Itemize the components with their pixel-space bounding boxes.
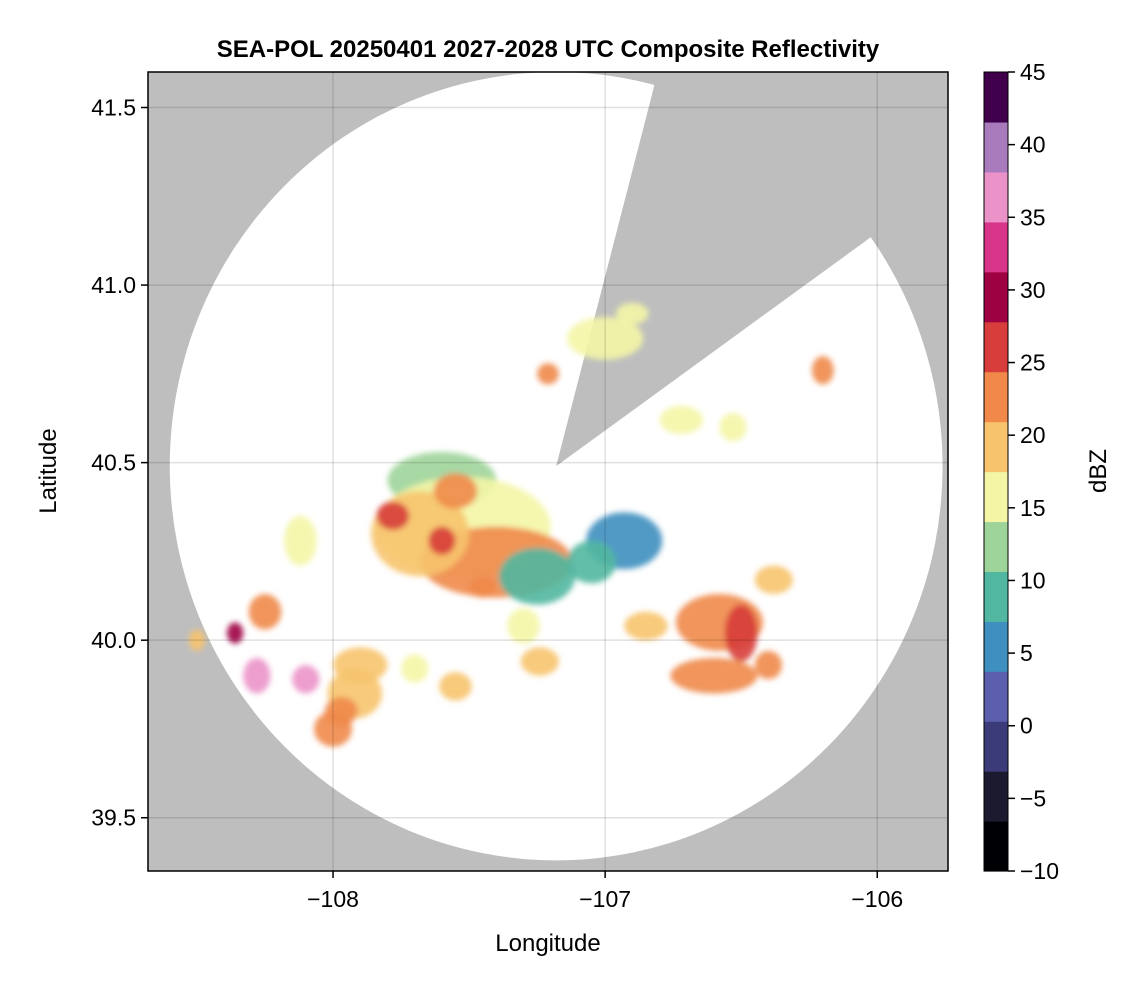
echo-cell-9 (507, 608, 540, 644)
colorbar-tick-label: 15 (1020, 495, 1046, 521)
echo-cell-7 (433, 473, 478, 509)
colorbar-segment-10 (984, 321, 1008, 373)
echo-cell-8 (376, 501, 410, 531)
echo-cell-27 (754, 650, 783, 680)
plot-frame (147, 71, 949, 872)
colorbar-segment-14 (984, 121, 1008, 173)
chart-title: SEA-POL 20250401 2027-2028 UTC Composite… (217, 36, 880, 63)
colorbar-tick-label: 30 (1020, 277, 1046, 303)
y-tick-label: 40.0 (91, 627, 136, 653)
x-tick-label: −107 (579, 886, 631, 912)
echo-cell-29 (811, 356, 834, 385)
y-tick-label: 41.5 (91, 95, 136, 121)
grid-lines (148, 72, 948, 871)
y-axis: 39.5 40.0 40.5 41.0 41.5 (91, 95, 148, 831)
echo-cell-25 (724, 604, 758, 662)
echo-cell-34 (537, 363, 559, 385)
colorbar-segment-15 (984, 72, 1008, 123)
echo-cell-22 (188, 629, 206, 651)
colorbar-tick-label: 40 (1020, 132, 1046, 158)
colorbar-segment-0 (984, 821, 1008, 872)
echo-cell-24 (670, 657, 758, 694)
colorbar-segment-1 (984, 771, 1008, 822)
plot-area (148, 72, 948, 871)
colorbar-tick-label: 0 (1020, 713, 1033, 739)
colorbar-tick-label: 10 (1020, 567, 1046, 593)
colorbar-tick-label: 25 (1020, 350, 1046, 376)
colorbar-segment-4 (984, 621, 1008, 672)
colorbar-tick-label: 35 (1020, 204, 1046, 230)
x-axis: −108 −107 −106 (307, 871, 903, 912)
echo-cell-18 (292, 665, 320, 694)
echo-cell-33 (719, 412, 747, 442)
y-axis-label: Latitude (35, 428, 62, 513)
colorbar-tick-label: 5 (1020, 640, 1033, 666)
colorbar-frame (983, 71, 1009, 872)
colorbar-ticks: −10 −5 0 5 10 15 20 25 30 35 40 45 (1008, 59, 1059, 884)
y-tick-label: 39.5 (91, 805, 136, 831)
echo-cell-35 (428, 526, 456, 555)
echo-cell-13 (324, 696, 358, 726)
echo-cell-28 (754, 565, 793, 595)
echo-cell-32 (659, 405, 704, 435)
x-tick-label: −108 (307, 886, 359, 912)
reflectivity-echoes (188, 302, 834, 747)
colorbar-tick-label: −10 (1020, 858, 1059, 884)
colorbar-tick-label: 20 (1020, 422, 1046, 448)
blocked-sector (556, 72, 948, 467)
colorbar-segment-6 (984, 521, 1008, 572)
colorbar-segment-12 (984, 221, 1008, 273)
colorbar-label: dBZ (1085, 449, 1112, 493)
colorbar-segment-8 (984, 421, 1008, 473)
echo-cell-20 (248, 594, 282, 630)
echo-cell-31 (616, 302, 649, 325)
colorbar-tick-label: 45 (1020, 59, 1046, 85)
colorbar-segment-9 (984, 371, 1008, 423)
colorbar-segment-2 (984, 721, 1008, 772)
echo-cell-19 (226, 622, 244, 644)
echo-cell-30 (567, 317, 644, 360)
colorbar-segment-5 (984, 571, 1008, 622)
y-tick-label: 41.0 (91, 272, 136, 298)
echo-cell-4 (499, 547, 576, 605)
echo-cell-15 (439, 672, 472, 701)
echo-cell-26 (624, 611, 668, 641)
echo-cell-16 (520, 647, 559, 676)
colorbar (983, 71, 1009, 872)
echo-cell-17 (243, 657, 271, 694)
colorbar-segment-13 (984, 171, 1008, 223)
echo-cell-21 (284, 515, 317, 566)
x-tick-label: −106 (851, 886, 903, 912)
x-axis-label: Longitude (495, 930, 600, 957)
colorbar-tick-label: −5 (1020, 785, 1046, 811)
echo-cell-36 (469, 576, 497, 598)
y-tick-label: 40.5 (91, 450, 136, 476)
colorbar-segment-3 (984, 671, 1008, 722)
colorbar-segment-11 (984, 271, 1008, 323)
echo-cell-14 (401, 654, 429, 683)
echo-cell-6 (567, 540, 617, 584)
colorbar-segment-7 (984, 471, 1008, 523)
